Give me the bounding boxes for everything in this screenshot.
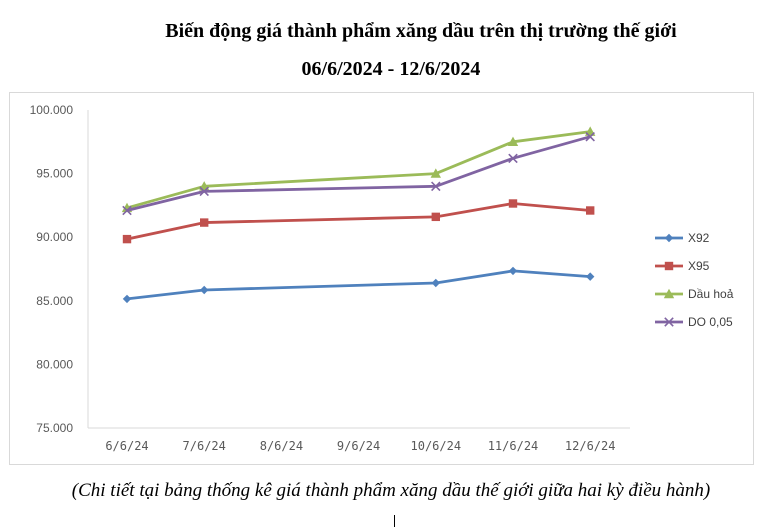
series-1-point xyxy=(122,294,132,304)
series-4-point-stroke xyxy=(431,181,441,192)
x-tick-label: 7/6/24 xyxy=(183,439,226,453)
chart-area: 75.000 80.000 85.000 90.000 95.000 100.000 6/6… xyxy=(9,92,754,465)
series-3-point xyxy=(430,168,441,178)
series-1-point xyxy=(200,285,209,295)
series-2-point xyxy=(431,212,440,222)
x-tick-label: 9/6/24 xyxy=(337,439,380,453)
legend-series-1-label: X92 xyxy=(688,231,710,245)
series-4-point xyxy=(199,186,209,197)
legend-series-3-label: Dầu hoả xyxy=(688,287,734,301)
series-1-line xyxy=(126,269,591,301)
x-tick-label: 10/6/24 xyxy=(411,439,462,453)
x-tick-label: 8/6/24 xyxy=(260,439,303,453)
y-tick-label: 100.000 xyxy=(30,103,74,117)
series-1-point xyxy=(586,272,595,281)
series-4-point xyxy=(508,153,518,164)
y-tick-label: 95.000 xyxy=(36,167,73,181)
x-tick-label: 12/6/24 xyxy=(565,439,616,453)
series-2-line xyxy=(126,202,591,241)
series-4-point xyxy=(585,131,595,142)
series-3-point xyxy=(507,136,519,146)
legend-series-2-label: X95 xyxy=(688,259,710,273)
series-4-point-stroke xyxy=(508,153,518,164)
y-tick-label: 75.000 xyxy=(36,421,73,435)
legend-series-3-marker xyxy=(663,288,675,299)
series-4-point xyxy=(431,181,441,192)
series-2-point xyxy=(200,218,209,227)
legend-series-2-marker xyxy=(664,261,674,271)
series-2-point xyxy=(122,234,132,244)
series-2-point xyxy=(586,206,595,215)
legend-series-4-label: DO 0,05 xyxy=(688,315,733,329)
legend-series-1-marker xyxy=(664,233,674,243)
y-tick-label: 85.000 xyxy=(36,294,73,308)
series-2-point xyxy=(508,199,518,208)
y-tick-label: 90.000 xyxy=(36,230,73,244)
series-4-point xyxy=(122,205,132,216)
y-tick-label: 80.000 xyxy=(36,357,73,371)
chart-title-line2: 06/6/2024 - 12/6/2024 xyxy=(301,58,481,80)
text-cursor xyxy=(394,515,395,527)
legend-series-4-marker xyxy=(664,317,674,327)
series-4-point-stroke xyxy=(122,205,132,216)
series-4-point-stroke xyxy=(199,186,209,197)
x-tick-label: 11/6/24 xyxy=(488,439,539,453)
series-1-point xyxy=(431,278,440,288)
series-3-line xyxy=(126,130,591,210)
series-4-line xyxy=(126,135,591,212)
chart-caption: (Chi tiết tại bảng thống kê giá thành ph… xyxy=(71,480,711,501)
series-4-point-stroke xyxy=(585,131,595,142)
legend-series-4-marker-stroke xyxy=(664,317,674,327)
x-tick-label: 6/6/24 xyxy=(105,439,148,453)
line-chart: 75.000 80.000 85.000 90.000 95.000 100.000 6/6… xyxy=(30,103,734,453)
series-1-point xyxy=(508,266,518,276)
chart-title-line1: Biến động giá thành phẩm xăng dầu trên t… xyxy=(165,20,677,42)
